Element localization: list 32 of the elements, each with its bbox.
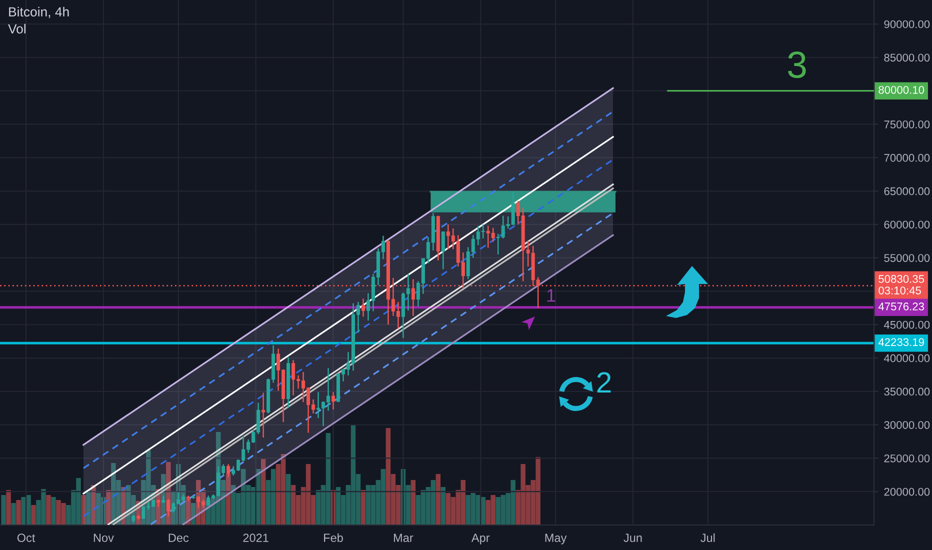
x-tick-label: Jul [700,533,715,542]
y-tick-label: 90000.00 [884,20,930,28]
annotation: 1 [547,289,556,302]
x-tick-label: Dec [168,534,189,542]
y-tick-label: 60000.00 [884,220,930,229]
ref-line-label: 50830.35 03:10:45 [878,275,924,294]
y-tick-label: 55000.00 [884,254,930,262]
x-tick-label: 2021 [243,534,268,542]
x-tick-label: May [545,534,567,544]
annotation: 2 [597,372,611,393]
y-tick-label: 85000.00 [884,54,930,62]
ref-line-label: 42233.19 [878,338,924,346]
x-tick-label: Nov [94,534,114,542]
y-tick-label: 40000.00 [884,354,930,362]
data-label: 80000.10 [878,86,924,94]
y-tick-label: 20000.00 [884,488,930,496]
y-tick-label: 75000.00 [884,120,930,128]
x-tick-label: Apr [471,534,490,544]
y-tick-label: 65000.00 [884,187,930,196]
x-tick-label: Mar [394,534,414,542]
x-tick-label: Oct [17,534,36,542]
y-tick-label: 35000.00 [884,388,930,396]
x-tick-label: Feb [324,533,343,542]
chart-title: Vol [8,24,26,34]
y-tick-label: 25000.00 [884,454,930,462]
chart-title: Bitcoin, 4h [9,6,69,18]
y-tick-label: 70000.00 [884,154,930,162]
annotation: 3 [788,52,806,78]
ref-line-label: 47576.23 [878,302,924,310]
y-tick-label: 30000.00 [884,421,930,429]
x-tick-label: Jun [624,534,642,542]
y-tick-label: 45000.00 [884,320,930,329]
